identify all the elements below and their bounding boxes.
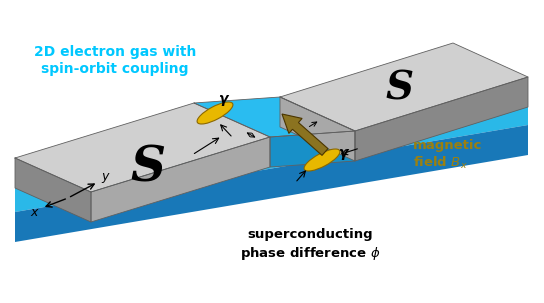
Text: superconducting
phase difference $\phi$: superconducting phase difference $\phi$ xyxy=(240,228,380,262)
Text: magnetic
field $B_x$: magnetic field $B_x$ xyxy=(413,139,483,171)
Text: 2D electron gas with
spin-orbit coupling: 2D electron gas with spin-orbit coupling xyxy=(34,45,196,76)
Text: $x$: $x$ xyxy=(30,205,40,218)
Polygon shape xyxy=(15,103,270,192)
Text: γ: γ xyxy=(338,146,348,160)
Polygon shape xyxy=(194,97,355,137)
Text: γ: γ xyxy=(218,92,228,106)
Polygon shape xyxy=(270,131,355,167)
Text: $y$: $y$ xyxy=(101,171,111,185)
Polygon shape xyxy=(91,137,270,222)
Polygon shape xyxy=(355,77,528,161)
FancyArrow shape xyxy=(282,114,328,155)
Ellipse shape xyxy=(197,102,233,124)
Polygon shape xyxy=(280,97,355,161)
Polygon shape xyxy=(15,125,528,242)
Text: S: S xyxy=(386,69,414,107)
Polygon shape xyxy=(280,43,528,131)
Text: S: S xyxy=(131,145,165,191)
Polygon shape xyxy=(15,100,528,212)
Ellipse shape xyxy=(304,149,340,171)
Polygon shape xyxy=(15,158,91,222)
